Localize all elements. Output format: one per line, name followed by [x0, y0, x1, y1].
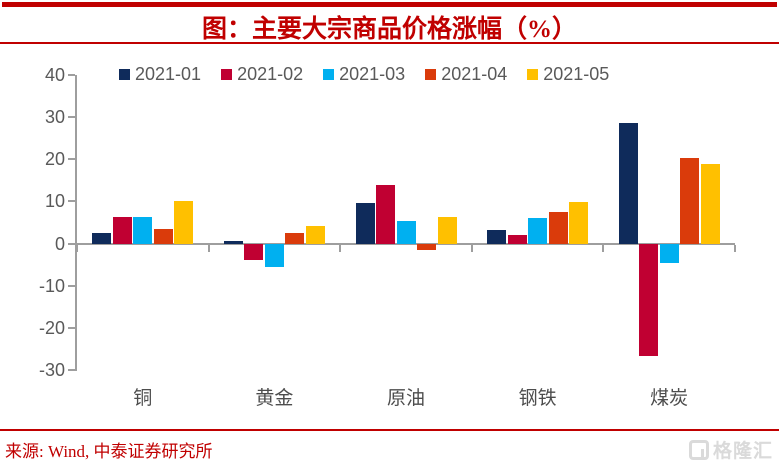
chart-legend: 2021-01 2021-02 2021-03 2021-04 2021-05 — [119, 64, 609, 85]
bar-2021-04-煤炭 — [680, 158, 700, 244]
legend-label: 2021-01 — [135, 64, 202, 84]
legend-item-2021-01: 2021-01 — [119, 64, 201, 85]
y-axis-tick — [68, 284, 75, 287]
legend-swatch-icon — [119, 69, 130, 80]
bar-2021-04-黄金 — [285, 233, 305, 244]
bar-2021-05-铜 — [174, 201, 194, 244]
y-axis-tick — [68, 158, 75, 161]
bar-2021-01-煤炭 — [618, 123, 638, 244]
bar-2021-05-钢铁 — [569, 201, 589, 244]
legend-label: 2021-03 — [339, 64, 406, 84]
y-axis-label: 20 — [44, 149, 65, 170]
bar-2021-05-黄金 — [305, 225, 325, 244]
category-label-黄金: 黄金 — [255, 388, 294, 409]
y-axis-tick — [68, 242, 75, 245]
x-axis-tick — [602, 244, 605, 252]
bar-2021-03-钢铁 — [528, 217, 548, 244]
bar-2021-02-原油 — [376, 185, 395, 244]
y-axis-line — [75, 75, 77, 371]
y-axis-tick — [68, 116, 75, 119]
legend-swatch-icon — [221, 69, 233, 80]
y-axis-label: -10 — [38, 275, 65, 296]
bar-2021-03-原油 — [396, 220, 416, 244]
legend-label: 2021-02 — [237, 64, 304, 84]
y-axis-label: 40 — [44, 65, 65, 85]
bar-2021-01-原油 — [355, 202, 375, 244]
top-border-rule — [2, 2, 777, 7]
y-axis-tick — [68, 200, 75, 203]
legend-item-2021-05: 2021-05 — [527, 64, 609, 85]
category-label-煤炭: 煤炭 — [650, 388, 689, 409]
legend-label: 2021-05 — [543, 64, 610, 84]
legend-item-2021-04: 2021-04 — [425, 64, 507, 85]
bar-2021-04-原油 — [417, 243, 436, 250]
footer-rule — [0, 429, 779, 431]
legend-swatch-icon — [425, 69, 437, 80]
x-axis-tick — [207, 244, 210, 252]
bar-2021-03-煤炭 — [659, 243, 679, 263]
y-axis-tick — [68, 369, 75, 371]
chart-title: 图：主要大宗商品价格涨幅（%） — [201, 16, 577, 43]
legend-swatch-icon — [323, 69, 335, 80]
x-axis-tick — [470, 244, 473, 252]
category-label-钢铁: 钢铁 — [518, 388, 557, 409]
bar-2021-01-黄金 — [223, 241, 243, 244]
y-axis-label: 30 — [44, 107, 65, 128]
source-attribution: 来源: Wind, 中泰证券研究所 — [5, 442, 213, 461]
legend-item-2021-03: 2021-03 — [323, 64, 405, 85]
bar-2021-02-煤炭 — [639, 243, 659, 357]
x-axis-line — [77, 242, 735, 245]
category-label-原油: 原油 — [386, 388, 425, 409]
y-axis-label: 0 — [54, 233, 65, 254]
bar-2021-04-钢铁 — [548, 211, 568, 244]
x-axis-tick — [339, 244, 342, 252]
y-axis-tick — [68, 74, 75, 76]
legend-label: 2021-04 — [441, 64, 508, 84]
y-axis-label: -30 — [38, 360, 65, 380]
bar-2021-04-铜 — [153, 229, 173, 244]
legend-item-2021-02: 2021-02 — [221, 64, 303, 85]
bar-2021-03-铜 — [133, 216, 153, 244]
legend-swatch-icon — [527, 69, 539, 80]
y-axis-label: -20 — [38, 317, 65, 338]
title-underline-rule — [0, 42, 779, 44]
bar-2021-02-黄金 — [244, 243, 264, 260]
watermark: 格隆汇 — [688, 436, 773, 462]
bar-2021-01-钢铁 — [487, 230, 507, 244]
bar-2021-03-黄金 — [264, 243, 284, 267]
watermark-label: 格隆汇 — [712, 441, 773, 462]
x-axis-tick — [76, 244, 78, 252]
plot-area: 40 30 20 10 0 -10 -20 -30 铜 黄金 原油 钢铁 煤炭 — [39, 65, 736, 409]
gelonghui-logo-icon — [688, 439, 709, 460]
category-label-铜: 铜 — [133, 388, 153, 409]
bar-2021-05-煤炭 — [700, 163, 720, 244]
bar-2021-02-钢铁 — [507, 234, 527, 244]
bar-2021-01-铜 — [92, 232, 112, 244]
bar-2021-02-铜 — [112, 217, 132, 244]
x-axis-tick — [734, 244, 736, 252]
bar-2021-05-原油 — [437, 216, 457, 244]
y-axis-tick — [68, 326, 75, 329]
y-axis-label: 10 — [44, 191, 65, 212]
